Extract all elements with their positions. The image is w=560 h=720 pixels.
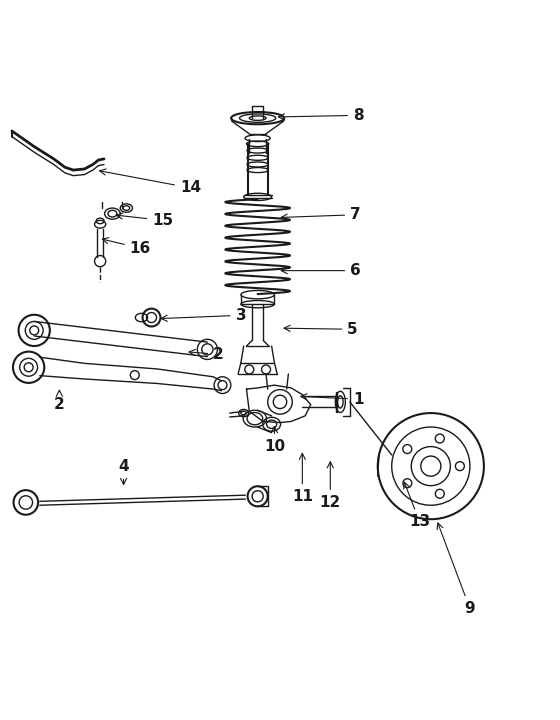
Text: 10: 10 [264, 426, 285, 454]
Text: 14: 14 [100, 169, 201, 195]
Text: 1: 1 [301, 392, 363, 407]
Text: 13: 13 [404, 482, 430, 529]
Text: 12: 12 [320, 462, 341, 510]
Text: 8: 8 [278, 108, 363, 123]
Text: 9: 9 [437, 523, 475, 616]
Text: 5: 5 [284, 322, 358, 337]
Text: 2: 2 [189, 347, 224, 362]
Text: 7: 7 [281, 207, 361, 222]
Text: 15: 15 [116, 213, 173, 228]
Text: 6: 6 [281, 263, 361, 278]
Text: 2: 2 [54, 390, 65, 412]
Text: 11: 11 [292, 454, 313, 504]
Text: 4: 4 [118, 459, 129, 485]
Text: 16: 16 [102, 238, 151, 256]
Text: 3: 3 [161, 308, 246, 323]
